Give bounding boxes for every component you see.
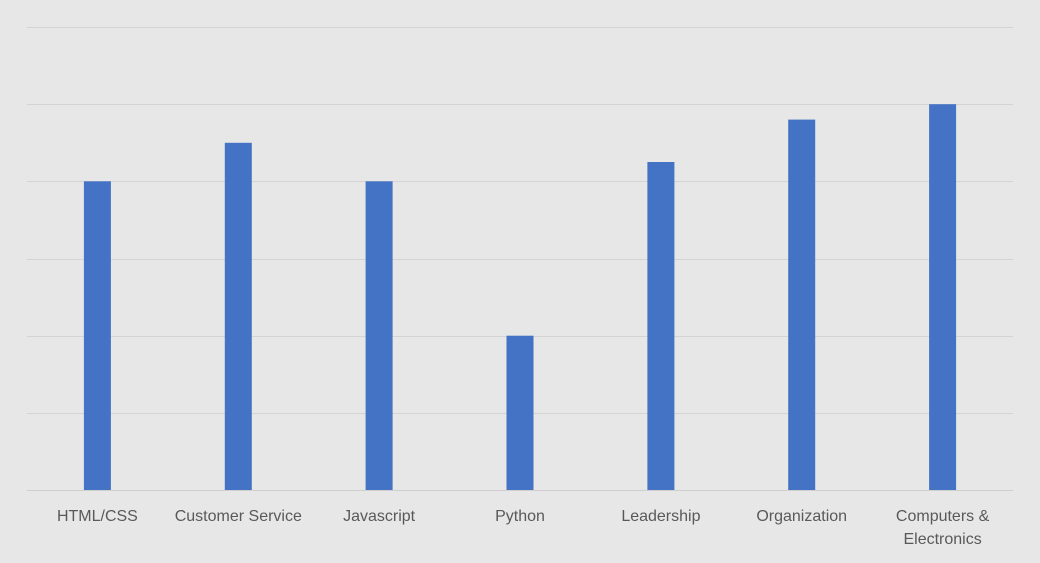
bar-customer-service [224, 142, 252, 491]
x-tick-label: Computers & Electronics [896, 508, 990, 548]
bar-organization [788, 119, 816, 490]
x-tick-label-line: Python [495, 508, 545, 525]
x-tick-label: Leadership [621, 508, 700, 525]
bar-computers-electronics [929, 104, 957, 490]
x-tick-label-line: Organization [756, 508, 847, 525]
x-tick-label: Javascript [343, 508, 416, 525]
x-tick-label: Organization [756, 508, 847, 525]
x-tick-label: Python [495, 508, 545, 525]
x-tick-label-line: HTML/CSS [57, 508, 138, 525]
bar-leadership [647, 162, 675, 490]
bar-python [506, 335, 534, 490]
bar-javascript [365, 181, 393, 491]
x-tick-label: Customer Service [175, 508, 302, 525]
bar-html-css [83, 181, 111, 491]
x-tick-label-line: Javascript [343, 508, 416, 525]
x-tick-label-line: Leadership [621, 508, 700, 525]
x-tick-label-line: Customer Service [175, 508, 302, 525]
x-tick-labels: HTML/CSS Customer Service Javascript Python… [57, 508, 990, 548]
x-tick-label-line: Electronics [903, 531, 981, 548]
x-tick-label-line: Computers & [896, 508, 990, 525]
x-tick-label: HTML/CSS [57, 508, 138, 525]
bars [83, 104, 957, 491]
gridlines [27, 27, 1013, 414]
